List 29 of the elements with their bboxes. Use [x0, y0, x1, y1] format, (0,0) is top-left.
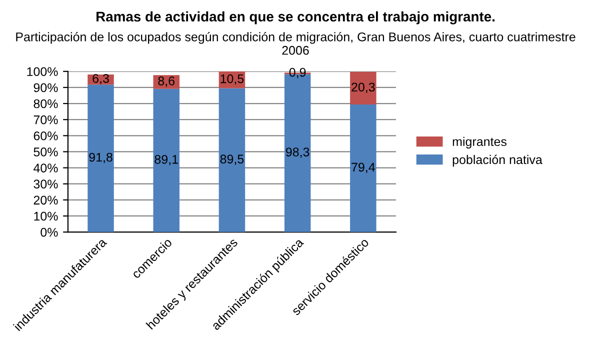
y-tick-label: 30%: [34, 180, 58, 189]
data-label: 89,5: [220, 154, 244, 165]
y-tick-label: 70%: [34, 115, 58, 124]
data-label: 8,6: [158, 76, 175, 87]
chart-subtitle: Participación de los ocupados según condición de migración, Gran Buenos Aires, cuarto cuatrimestre 2006: [16, 32, 576, 55]
data-label: 10,5: [220, 74, 244, 85]
data-label: 79,4: [352, 162, 375, 174]
y-tick-label: 60%: [34, 131, 58, 140]
bar: [88, 84, 114, 232]
legend-label: población nativa: [452, 154, 542, 167]
legend-label: migrantes: [452, 136, 506, 149]
y-tick-label: 10%: [34, 212, 58, 221]
bar: [350, 72, 376, 104]
data-label: 89,1: [154, 154, 178, 166]
data-label: 6,3: [92, 74, 109, 84]
y-tick-label: 40%: [34, 164, 58, 172]
bar: [218, 88, 246, 232]
y-tick-label: 80%: [34, 99, 58, 108]
data-label: 91,8: [89, 152, 112, 164]
y-tick-label: 100%: [27, 67, 58, 76]
data-label: 20,3: [352, 82, 375, 94]
bar: [153, 88, 180, 232]
y-tick-label: 0%: [40, 228, 58, 237]
y-tick-label: 50%: [34, 148, 58, 156]
y-tick-label: 90%: [34, 83, 58, 92]
data-label: 98,3: [286, 148, 310, 158]
bar: [350, 104, 376, 232]
chart-title: Ramas de actividad en que se concentra el trabajo migrante.: [96, 11, 494, 24]
y-tick-label: 20%: [34, 196, 58, 205]
